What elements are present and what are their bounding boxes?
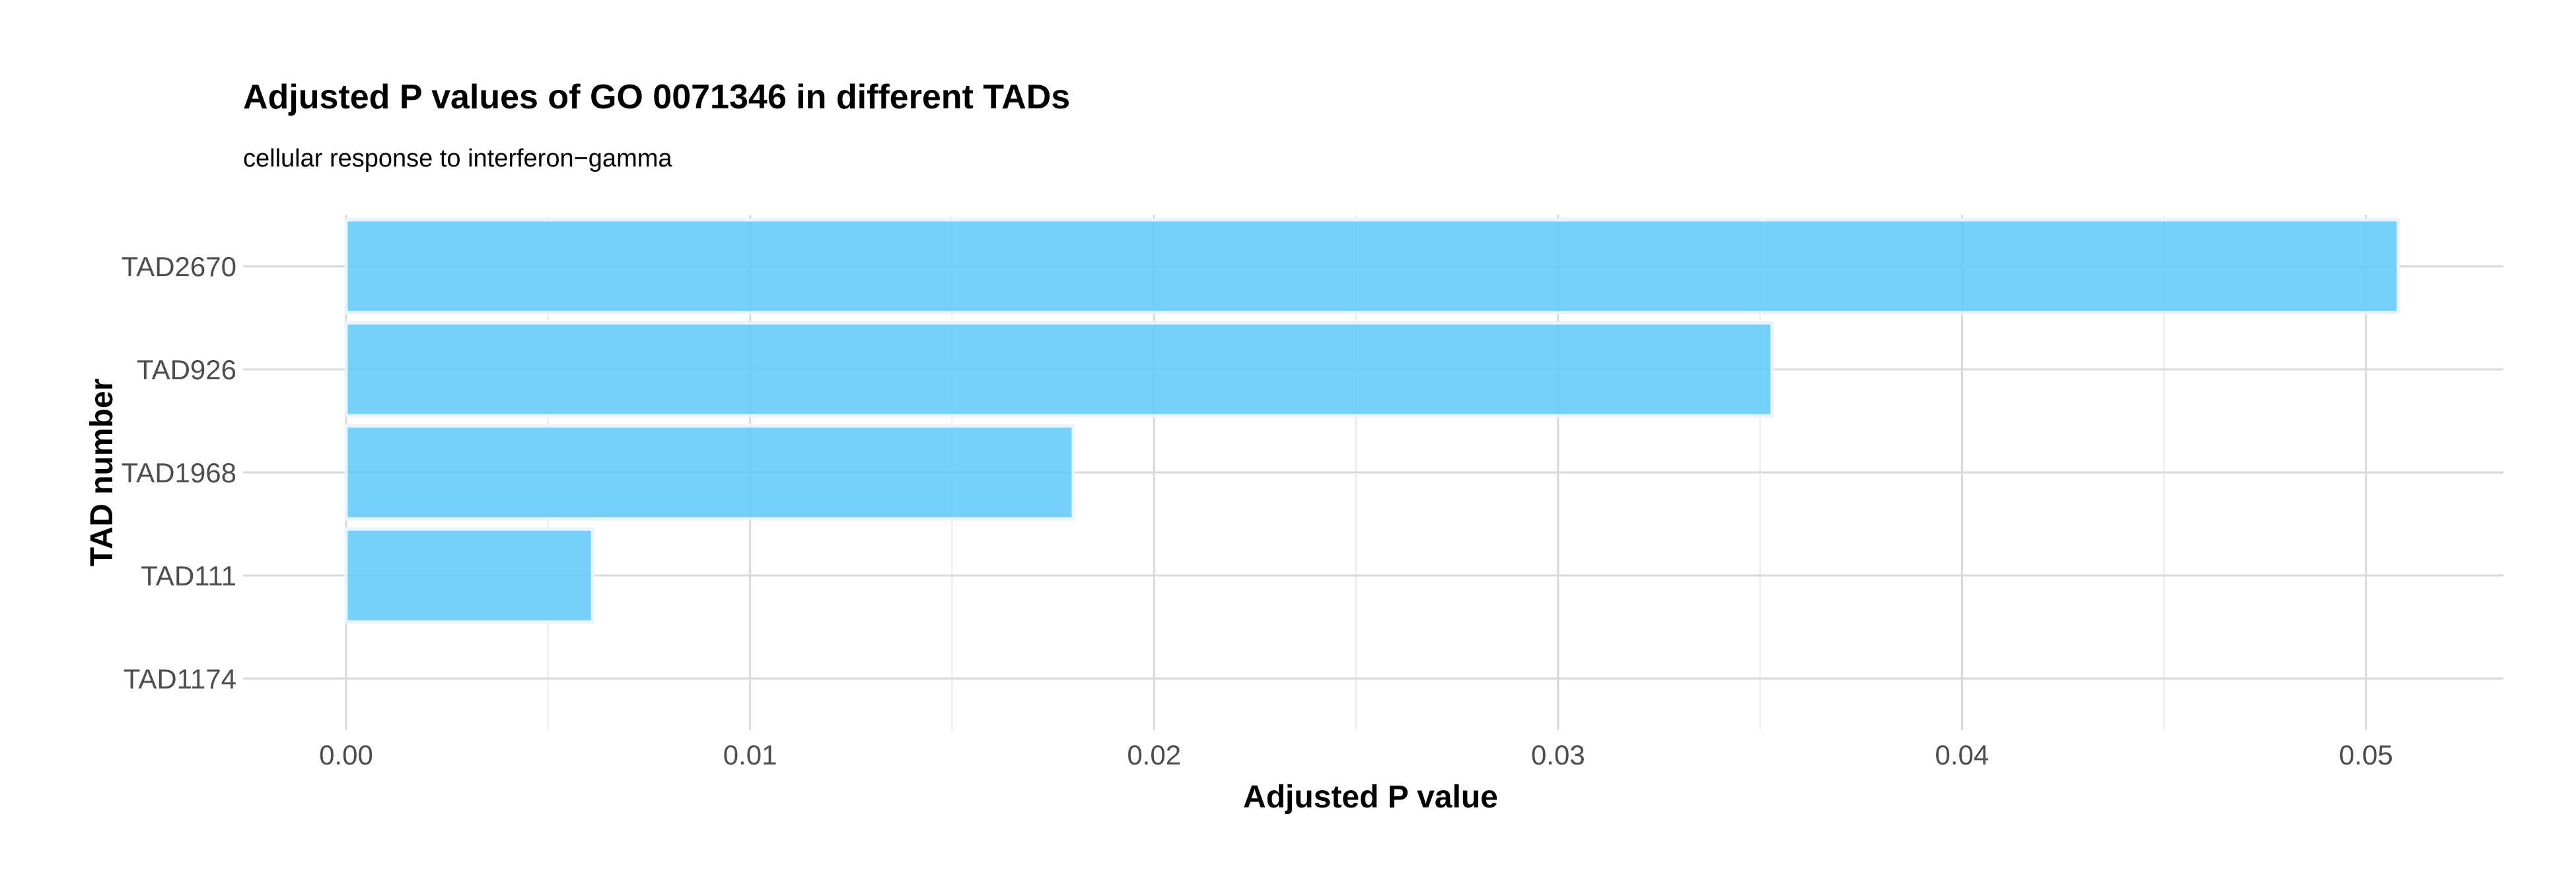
x-tick-label: 0.03 [1531,739,1585,770]
x-tick-label: 0.02 [1127,739,1181,770]
y-axis-title: TAD number [85,379,120,566]
x-tick-label: 0.00 [319,739,373,770]
y-tick-labels: TAD2670 TAD926 TAD1968 TAD111 TAD1174 [122,251,236,694]
chart-subtitle: cellular response to interferon−gamma [243,145,672,172]
bar [344,321,1774,418]
bar [344,218,2400,315]
x-tick-label: 0.01 [723,739,777,770]
y-tick-label: TAD926 [137,354,236,385]
y-tick-label: TAD1968 [122,457,236,488]
x-tick-labels: 0.00 0.01 0.02 0.03 0.04 0.05 [319,739,2393,770]
chart-title: Adjusted P values of GO 0071346 in diffe… [243,78,1070,116]
y-tick-label: TAD2670 [122,251,236,282]
y-tick-label: TAD1174 [124,663,236,694]
bar [344,424,1075,521]
y-tick-label: TAD111 [141,560,236,591]
x-axis-title: Adjusted P value [1243,780,1498,815]
x-tick-label: 0.05 [2339,739,2393,770]
x-tick-label: 0.04 [1935,739,1989,770]
bar [344,527,594,624]
bars [344,218,2400,624]
